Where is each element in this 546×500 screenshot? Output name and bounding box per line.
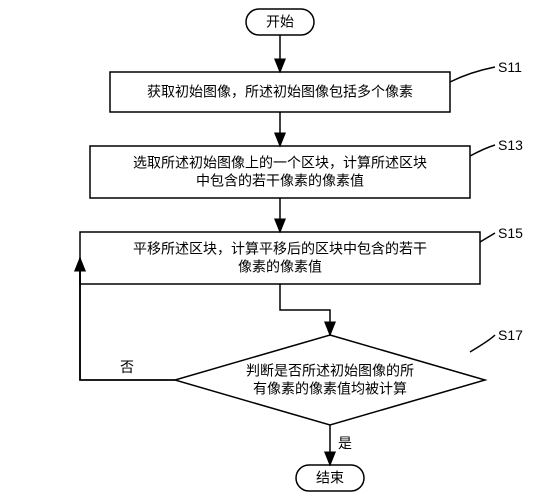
s13-line1: 选取所述初始图像上的一个区块，计算所述区块 xyxy=(133,155,427,171)
s15-node: 平移所述区块，计算平移后的区块中包含的若干 像素的像素值 xyxy=(80,232,480,284)
start-node: 开始 xyxy=(246,9,314,35)
start-label: 开始 xyxy=(266,14,294,30)
end-label: 结束 xyxy=(316,470,344,486)
s15-tag: S15 xyxy=(498,225,523,241)
s13-tag-leader xyxy=(470,145,495,156)
end-node: 结束 xyxy=(296,465,364,491)
s15-line1: 平移所述区块，计算平移后的区块中包含的若干 xyxy=(133,241,427,257)
s13-node: 选取所述初始图像上的一个区块，计算所述区块 中包含的若干像素的像素值 xyxy=(90,146,470,198)
s15-line2: 像素的像素值 xyxy=(238,259,322,275)
s13-line2: 中包含的若干像素的像素值 xyxy=(196,173,364,189)
s11-tag-leader xyxy=(450,67,495,82)
no-label: 否 xyxy=(120,359,134,375)
s13-tag: S13 xyxy=(498,137,523,153)
s17-tag-leader xyxy=(470,335,495,352)
s11-node: 获取初始图像，所述初始图像包括多个像素 xyxy=(110,72,450,112)
s11-tag: S11 xyxy=(498,59,522,75)
s11-line1: 获取初始图像，所述初始图像包括多个像素 xyxy=(147,84,413,100)
s17-line2: 有像素的像素值均被计算 xyxy=(253,381,407,397)
s15-tag-leader xyxy=(480,233,495,242)
edge-s15-s17 xyxy=(280,284,330,335)
s17-node: 判断是否所述初始图像的所 有像素的像素值均被计算 xyxy=(175,335,485,425)
flowchart-svg: 开始 获取初始图像，所述初始图像包括多个像素 S11 选取所述初始图像上的一个区… xyxy=(0,0,546,500)
s17-tag: S17 xyxy=(498,327,523,343)
yes-label: 是 xyxy=(338,435,352,451)
s17-line1: 判断是否所述初始图像的所 xyxy=(246,363,414,379)
